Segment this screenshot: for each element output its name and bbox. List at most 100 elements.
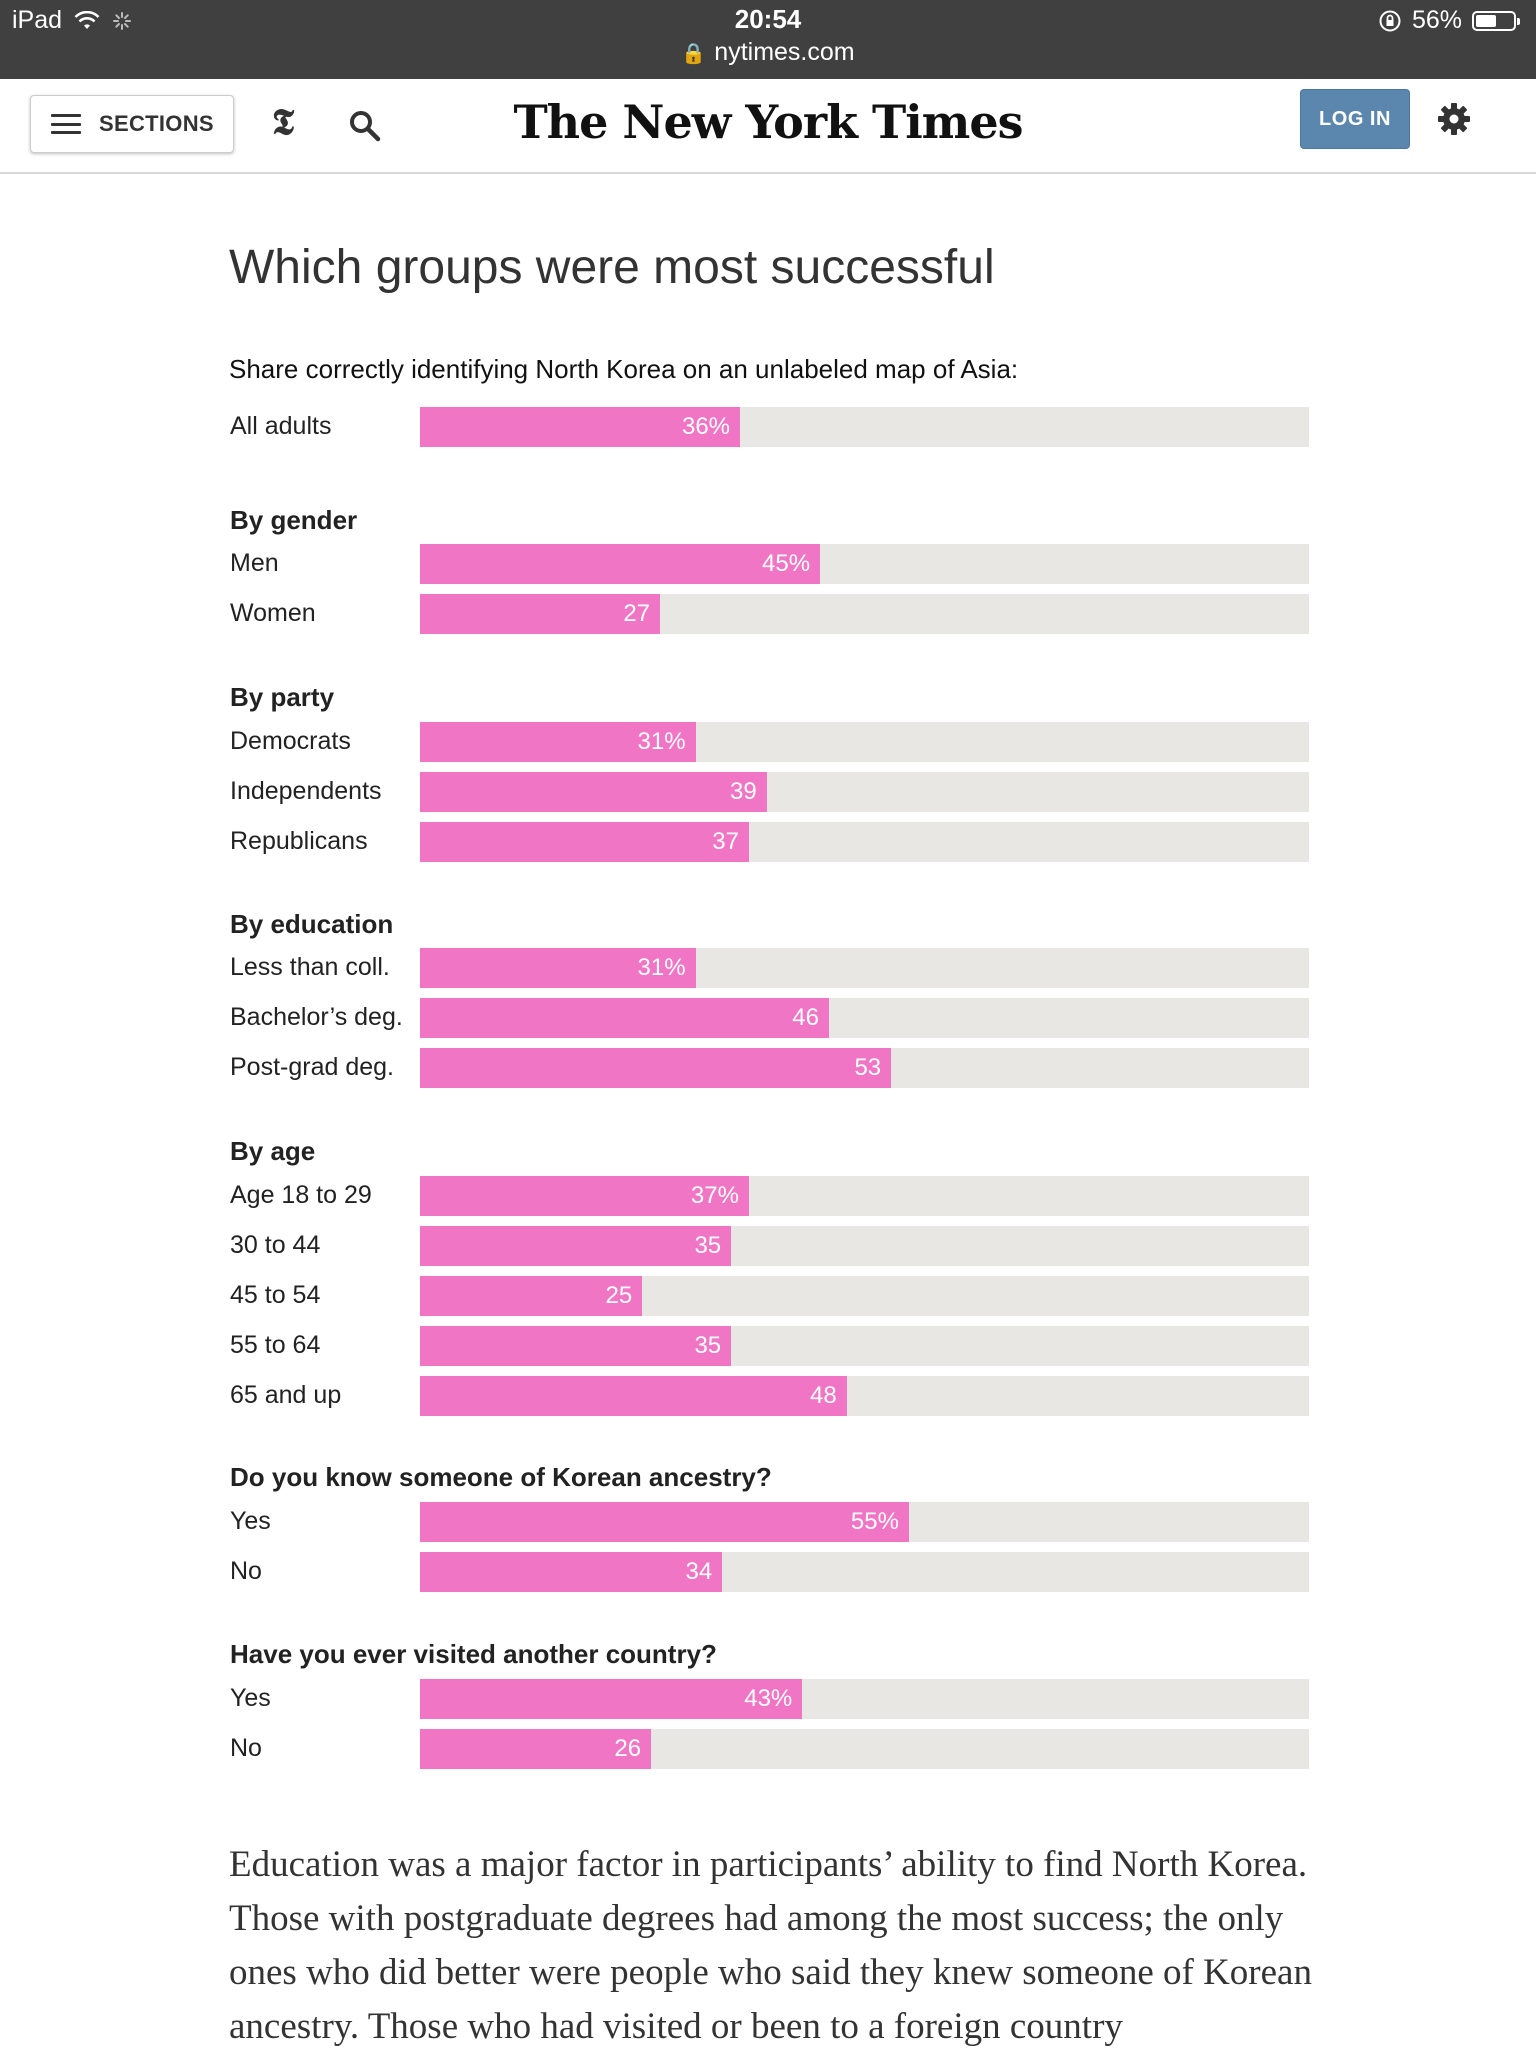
status-left: iPad	[12, 6, 132, 35]
group-heading: By education	[230, 909, 394, 939]
bar-label: Age 18 to 29	[230, 1181, 372, 1209]
bar: 53	[420, 1048, 892, 1088]
orientation-lock-icon	[1379, 10, 1401, 31]
bar-value-label: 25	[605, 1282, 633, 1309]
bar-track: 45%	[420, 544, 1309, 584]
bar: 43%	[420, 1679, 803, 1719]
bar-track: 36%	[420, 407, 1309, 447]
bar-value-label: 45%	[762, 550, 811, 577]
search-icon[interactable]	[348, 109, 382, 143]
bar-value-label: 39	[730, 778, 757, 805]
battery-percent: 56%	[1411, 6, 1462, 34]
bar-value-label: 27	[623, 600, 651, 627]
bar-label: 30 to 44	[230, 1231, 321, 1259]
url-domain: nytimes.com	[714, 38, 855, 66]
bar-label: Men	[230, 549, 279, 577]
bar: 26	[420, 1729, 652, 1769]
article-paragraph: Education was a major factor in particip…	[229, 1844, 1312, 2047]
bar: 34	[420, 1552, 723, 1592]
status-bar: iPad 20:54 56% 🔒 nytimes.com	[0, 0, 1536, 79]
bar-label: Democrats	[230, 727, 351, 755]
bar-label: Yes	[230, 1507, 271, 1535]
chart-title: Which groups were most successful	[229, 241, 995, 294]
bar: 25	[420, 1276, 643, 1316]
site-header: SECTIONS 𝕿 The New York Times LOG IN	[0, 79, 1536, 174]
bar-track: 31%	[420, 948, 1309, 988]
bar-label: 45 to 54	[230, 1281, 321, 1309]
bar-value-label: 43%	[744, 1685, 793, 1712]
bar-value-label: 35	[694, 1332, 722, 1359]
bar-value-label: 37%	[690, 1182, 739, 1209]
lock-icon: 🔒	[681, 43, 707, 65]
url-bar[interactable]: 🔒 nytimes.com	[0, 38, 1536, 67]
bar-value-label: 31%	[637, 954, 686, 981]
gear-icon[interactable]	[1436, 101, 1472, 137]
bar-label: Post-grad deg.	[230, 1053, 394, 1081]
battery-icon	[1472, 10, 1520, 31]
bar-label: Bachelor’s deg.	[230, 1003, 403, 1031]
bar-label: All adults	[230, 412, 332, 440]
bar-label: No	[230, 1734, 262, 1762]
bar-value-label: 48	[810, 1382, 837, 1409]
bar-track: 37%	[420, 1176, 1309, 1216]
bar-track: 26	[420, 1729, 1309, 1769]
sections-label: SECTIONS	[99, 111, 214, 136]
bar-track: 31%	[420, 722, 1309, 762]
hamburger-icon	[51, 114, 81, 134]
bar-track: 25	[420, 1276, 1309, 1316]
group-heading: By gender	[230, 505, 358, 535]
bar-track: 34	[420, 1552, 1309, 1592]
bar: 35	[420, 1326, 732, 1366]
group-heading: By party	[230, 682, 335, 712]
bar-track: 27	[420, 594, 1309, 634]
bar: 46	[420, 998, 829, 1038]
bar-value-label: 46	[792, 1004, 819, 1031]
bar: 45%	[420, 544, 821, 584]
bar: 39	[420, 772, 767, 812]
group-heading: By age	[230, 1136, 316, 1166]
device-name: iPad	[12, 6, 63, 34]
bar-track: 35	[420, 1226, 1309, 1266]
bar-label: Independents	[230, 777, 382, 805]
bar-label: Yes	[230, 1684, 271, 1712]
bar-label: 55 to 64	[230, 1331, 321, 1359]
bar-label: Republicans	[230, 827, 368, 855]
bar-value-label: 53	[854, 1054, 882, 1081]
bar-track: 39	[420, 772, 1309, 812]
status-time: 20:54	[734, 4, 802, 34]
bar-track: 37	[420, 822, 1309, 862]
bar-label: 65 and up	[230, 1381, 342, 1409]
bar-track: 43%	[420, 1679, 1309, 1719]
bar: 36%	[420, 407, 741, 447]
bar-label: Women	[230, 599, 316, 627]
bar-value-label: 36%	[681, 413, 731, 440]
bar-value-label: 55%	[850, 1508, 899, 1535]
bar-label: Less than coll.	[230, 953, 390, 981]
bar: 31%	[420, 722, 696, 762]
bar: 48	[420, 1376, 847, 1416]
bar: 37	[420, 822, 749, 862]
bar-track: 46	[420, 998, 1309, 1038]
group-heading: Do you know someone of Korean ancestry?	[230, 1462, 772, 1492]
wifi-icon	[74, 10, 100, 29]
activity-spinner-icon	[113, 11, 132, 30]
bar-track: 53	[420, 1048, 1309, 1088]
bar-track: 35	[420, 1326, 1309, 1366]
bar: 55%	[420, 1502, 909, 1542]
bar-value-label: 26	[614, 1735, 642, 1762]
bar: 37%	[420, 1176, 749, 1216]
bar: 31%	[420, 948, 696, 988]
bar-value-label: 34	[685, 1558, 713, 1585]
bar: 35	[420, 1226, 732, 1266]
log-in-button[interactable]: LOG IN	[1300, 89, 1410, 149]
bar-label: No	[230, 1557, 262, 1585]
sections-button[interactable]: SECTIONS	[30, 95, 234, 153]
bar-value-label: 35	[694, 1232, 722, 1259]
bar: 27	[420, 594, 661, 634]
group-heading: Have you ever visited another country?	[230, 1639, 717, 1669]
nyt-t-logo[interactable]: 𝕿	[272, 101, 295, 143]
bar-value-label: 37	[712, 828, 739, 855]
bar-track: 55%	[420, 1502, 1309, 1542]
bar-track: 48	[420, 1376, 1309, 1416]
chart-subtitle: Share correctly identifying North Korea …	[229, 354, 1019, 384]
